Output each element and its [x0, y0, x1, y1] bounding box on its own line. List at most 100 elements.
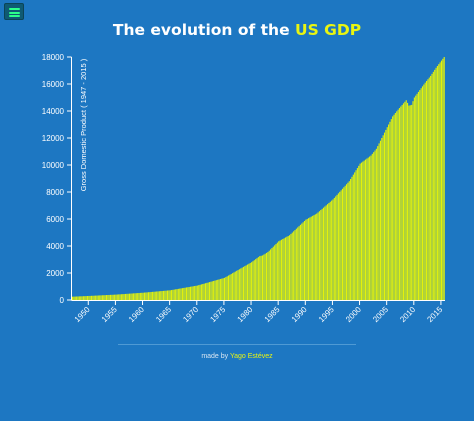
bar — [85, 296, 87, 300]
bar — [104, 295, 106, 300]
bar — [290, 233, 292, 300]
x-tick-label: 1990 — [290, 305, 309, 324]
bar — [434, 69, 436, 300]
bar — [240, 268, 242, 300]
bar — [375, 148, 377, 300]
bar — [172, 289, 174, 300]
bar — [279, 240, 281, 300]
bar — [241, 267, 243, 300]
bar — [287, 235, 289, 300]
bar — [160, 291, 162, 300]
bar — [320, 210, 322, 300]
x-tick-label: 1985 — [263, 305, 282, 324]
bar — [417, 91, 419, 301]
bar — [72, 296, 74, 300]
bar — [198, 285, 200, 300]
bar — [332, 199, 334, 300]
bar — [223, 277, 226, 300]
bar — [188, 286, 190, 300]
bar — [118, 294, 120, 300]
bar — [419, 90, 421, 300]
hamburger-menu-button[interactable] — [4, 3, 24, 20]
bar — [244, 266, 246, 300]
bar — [107, 295, 109, 300]
bar — [213, 280, 215, 300]
bar — [233, 272, 235, 300]
bar — [299, 224, 301, 300]
y-tick-label: 12000 — [42, 134, 65, 143]
bar — [421, 86, 424, 300]
bar — [374, 150, 376, 300]
bar — [95, 295, 97, 300]
bar — [119, 294, 121, 300]
x-tick-label: 1975 — [208, 305, 227, 324]
bar — [122, 294, 124, 300]
bar — [255, 259, 257, 300]
bar — [316, 213, 318, 300]
bar — [187, 287, 189, 300]
bar — [82, 296, 84, 300]
y-tick-label: 8000 — [46, 188, 64, 197]
bar — [73, 296, 75, 300]
y-tick-label: 0 — [60, 296, 65, 305]
bar — [229, 274, 231, 300]
bar — [264, 253, 266, 300]
bar — [396, 111, 398, 300]
bar — [352, 174, 354, 300]
bar — [369, 156, 371, 300]
title-prefix: The evolution of the — [112, 21, 295, 39]
bar — [101, 295, 103, 300]
bar — [206, 282, 208, 300]
bar — [222, 278, 224, 300]
bar — [127, 293, 129, 300]
y-axis-label: Gross Domestic Product ( 1947 - 2015 ) — [79, 58, 88, 191]
x-tick-label: 1995 — [317, 305, 336, 324]
bar — [157, 291, 159, 300]
bar — [305, 219, 307, 300]
bar — [218, 279, 220, 300]
bar — [97, 295, 99, 300]
x-tick-label: 1950 — [73, 305, 92, 324]
x-tick-label: 2005 — [371, 305, 390, 324]
y-tick-label: 2000 — [46, 269, 64, 278]
bar — [166, 290, 169, 300]
bar — [124, 293, 127, 300]
bar — [245, 265, 247, 300]
bar — [412, 101, 414, 301]
bar — [123, 294, 125, 300]
bar — [180, 288, 182, 300]
bar — [175, 289, 177, 300]
bar — [295, 228, 297, 300]
bar — [355, 170, 357, 300]
bar — [267, 252, 269, 300]
bar — [303, 220, 306, 300]
bar — [230, 273, 232, 300]
bar — [341, 188, 344, 300]
bar — [321, 208, 323, 301]
bar — [297, 227, 299, 300]
bar — [283, 238, 285, 300]
bar — [171, 290, 173, 300]
bar — [423, 84, 425, 300]
bar — [317, 212, 319, 300]
bar — [438, 64, 440, 300]
author-link[interactable]: Yago Estévez — [229, 353, 273, 360]
y-tick-label: 16000 — [42, 80, 65, 89]
bar — [362, 161, 364, 301]
bar — [204, 283, 207, 300]
bar — [424, 82, 426, 301]
bar — [350, 179, 352, 300]
bar — [238, 269, 240, 300]
bar — [116, 294, 118, 300]
bar — [393, 114, 395, 301]
footer-credit: made by Yago Estévez — [0, 353, 474, 360]
bar — [149, 292, 151, 300]
y-tick-label: 6000 — [46, 215, 64, 224]
bar — [114, 294, 116, 300]
bar — [215, 280, 217, 300]
bar — [99, 295, 101, 300]
bar — [377, 146, 379, 300]
bar — [105, 295, 108, 300]
x-tick-label: 1960 — [127, 305, 146, 324]
y-tick-label: 14000 — [42, 107, 65, 116]
